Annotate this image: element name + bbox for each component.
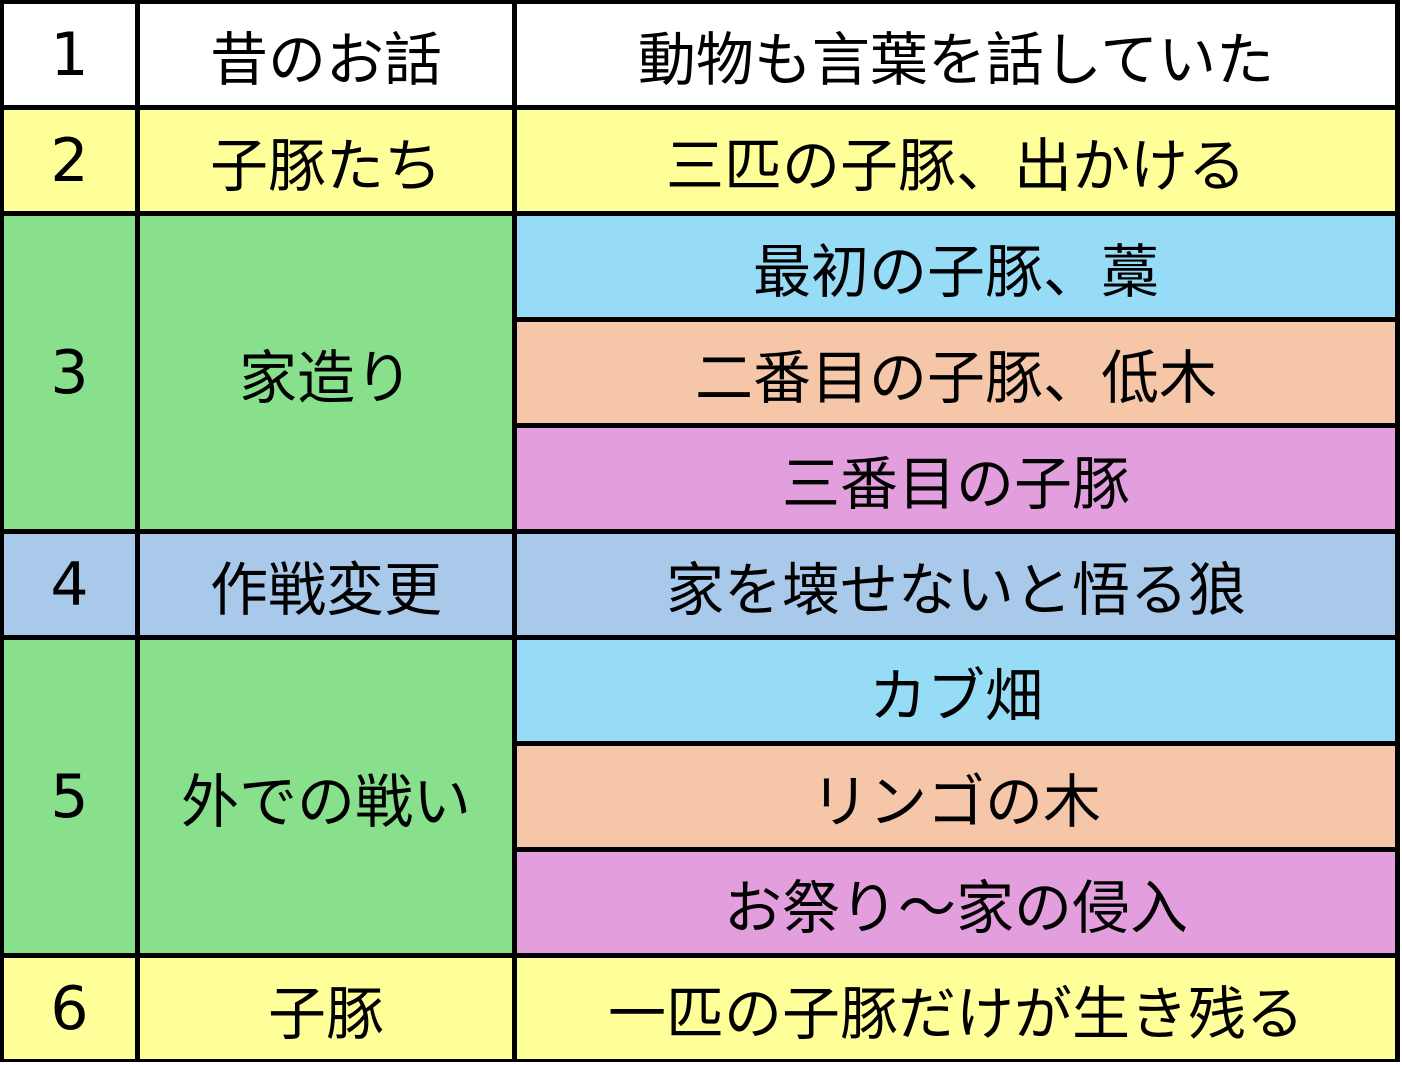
row-number-cell: 2: [4, 110, 135, 211]
row-number-cell: 3: [4, 216, 135, 529]
detail-cell: リンゴの木: [517, 746, 1395, 847]
section-title-cell: 子豚: [140, 958, 512, 1059]
row-number-cell: 5: [4, 640, 135, 953]
section-title-cell: 子豚たち: [140, 110, 512, 211]
section-title-cell: 外での戦い: [140, 640, 512, 953]
detail-cell: 一匹の子豚だけが生き残る: [517, 958, 1395, 1059]
detail-cell: 最初の子豚、藁: [517, 216, 1395, 317]
detail-cell: 二番目の子豚、低木: [517, 322, 1395, 423]
row-number-cell: 4: [4, 534, 135, 635]
row-number-cell: 6: [4, 958, 135, 1059]
row-number-cell: 1: [4, 4, 135, 105]
section-title-cell: 昔のお話: [140, 4, 512, 105]
detail-cell: カブ畑: [517, 640, 1395, 741]
section-title-cell: 作戦変更: [140, 534, 512, 635]
detail-cell: お祭り～家の侵入: [517, 852, 1395, 953]
detail-cell: 三匹の子豚、出かける: [517, 110, 1395, 211]
section-title-cell: 家造り: [140, 216, 512, 529]
detail-cell: 動物も言葉を話していた: [517, 4, 1395, 105]
detail-cell: 三番目の子豚: [517, 428, 1395, 529]
detail-cell: 家を壊せないと悟る狼: [517, 534, 1395, 635]
